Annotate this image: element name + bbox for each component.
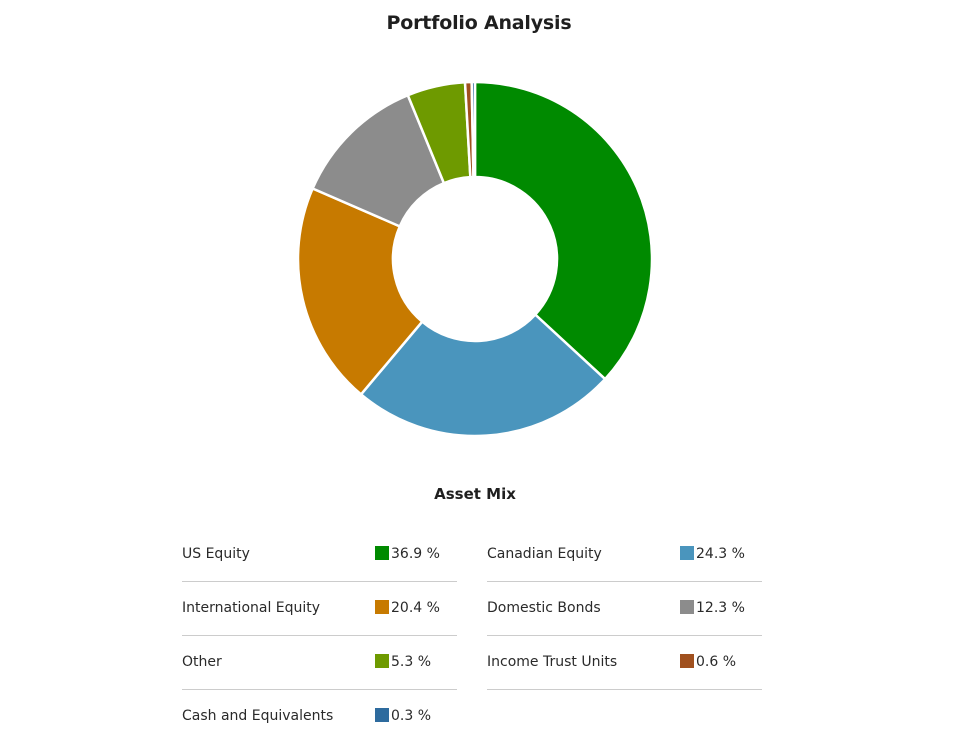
legend-value: 0.6 % bbox=[696, 654, 737, 670]
legend-item: Cash and Equivalents 0.3 % bbox=[182, 690, 457, 744]
legend-label: International Equity bbox=[182, 600, 321, 616]
legend-item: International Equity 20.4 % bbox=[182, 582, 457, 636]
legend-value: 0.3 % bbox=[391, 708, 432, 724]
donut-chart bbox=[296, 80, 654, 438]
legend-label: Other bbox=[182, 654, 222, 670]
legend-swatch bbox=[375, 708, 389, 722]
legend-item: Domestic Bonds 12.3 % bbox=[487, 582, 762, 636]
legend-swatch bbox=[680, 600, 694, 614]
legend-value: 24.3 % bbox=[696, 546, 745, 562]
donut-slice-cash-and-equivalents[interactable] bbox=[470, 80, 477, 179]
donut-slice-us-equity[interactable] bbox=[473, 80, 654, 381]
legend-label: US Equity bbox=[182, 546, 250, 562]
legend-label: Domestic Bonds bbox=[487, 600, 601, 616]
divider bbox=[182, 635, 457, 636]
legend-value: 36.9 % bbox=[391, 546, 440, 562]
legend-value: 5.3 % bbox=[391, 654, 432, 670]
legend-item: Income Trust Units 0.6 % bbox=[487, 636, 762, 690]
legend-swatch bbox=[375, 546, 389, 560]
donut-slice-canadian-equity[interactable] bbox=[359, 313, 607, 438]
divider bbox=[487, 689, 762, 690]
legend-swatch bbox=[375, 654, 389, 668]
legend-swatch bbox=[680, 654, 694, 668]
divider bbox=[182, 689, 457, 690]
legend-value: 12.3 % bbox=[696, 600, 745, 616]
legend-value: 20.4 % bbox=[391, 600, 440, 616]
legend-label: Cash and Equivalents bbox=[182, 708, 334, 724]
legend-label: Canadian Equity bbox=[487, 546, 602, 562]
legend-swatch bbox=[375, 600, 389, 614]
legend-swatch bbox=[680, 546, 694, 560]
divider bbox=[182, 581, 457, 582]
page-title: Portfolio Analysis bbox=[386, 12, 572, 34]
legend-item: Other 5.3 % bbox=[182, 636, 457, 690]
legend-item: US Equity 36.9 % bbox=[182, 528, 457, 582]
divider bbox=[487, 581, 762, 582]
divider bbox=[487, 635, 762, 636]
legend-label: Income Trust Units bbox=[487, 654, 618, 670]
legend-item: Canadian Equity 24.3 % bbox=[487, 528, 762, 582]
asset-mix-title: Asset Mix bbox=[434, 485, 516, 503]
donut-slice-international-equity[interactable] bbox=[296, 187, 424, 396]
